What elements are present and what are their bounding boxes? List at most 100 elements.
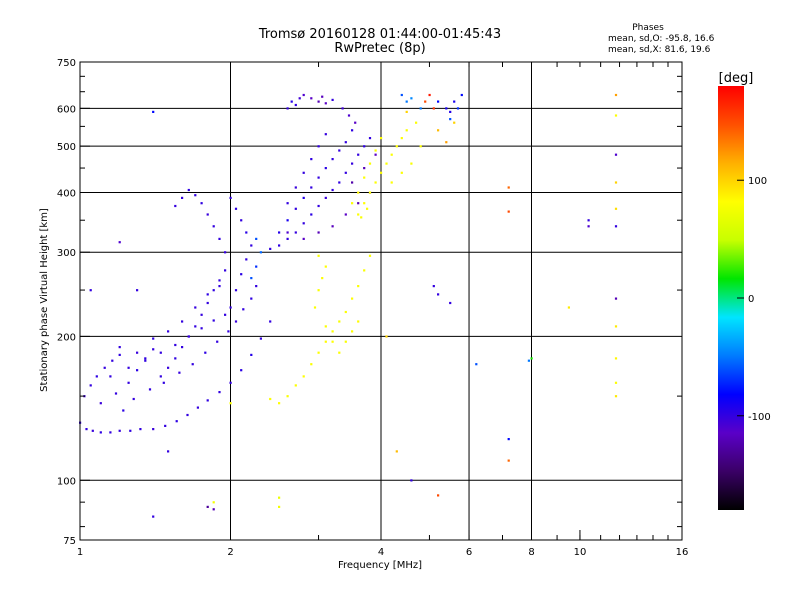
- o-trace-point: [587, 225, 590, 228]
- x-trace-point: [302, 375, 305, 378]
- x-trace-point: [530, 357, 533, 360]
- o-trace-point: [294, 103, 297, 107]
- x-trace-point: [400, 171, 403, 174]
- o-trace-point: [218, 391, 221, 394]
- o-trace-point: [227, 330, 230, 333]
- x-trace-point: [614, 181, 618, 184]
- x-trace-point: [286, 395, 289, 398]
- o-trace-point: [129, 429, 132, 432]
- x-trace-point: [317, 351, 320, 354]
- o-trace-point: [324, 196, 327, 199]
- o-trace-point: [347, 114, 351, 117]
- x-trace-point: [324, 265, 327, 268]
- o-trace-point: [269, 247, 272, 250]
- o-trace-point: [324, 133, 327, 136]
- x-trace-point: [395, 450, 398, 453]
- x-trace-point: [368, 254, 372, 257]
- o-trace-point: [351, 129, 354, 132]
- x-trace-point: [344, 340, 347, 343]
- o-trace-point: [507, 438, 510, 441]
- o-trace-point: [527, 359, 530, 362]
- ticks: 1 2 4 6 8 10 16 75 100 200 300 400 500 600 750: [57, 58, 688, 558]
- o-trace-point: [344, 141, 347, 144]
- o-trace-point: [344, 213, 347, 216]
- x-trace-point: [363, 202, 366, 205]
- o-trace-point: [224, 313, 227, 316]
- stats-x-line: mean, sd,X: 81.6, 19.6: [608, 45, 711, 55]
- o-trace-point: [162, 381, 165, 384]
- o-trace-point: [218, 279, 221, 282]
- o-trace-point: [139, 428, 142, 431]
- colorbar-tick-label: 0: [748, 294, 754, 305]
- o-trace-point: [206, 213, 209, 216]
- o-trace-point: [242, 308, 245, 311]
- x-trace-point: [614, 381, 618, 384]
- x-trace-point: [614, 114, 618, 117]
- o-trace-point: [317, 100, 320, 103]
- o-trace-point: [331, 188, 334, 192]
- o-trace-point: [240, 273, 243, 276]
- y-tick-label: 100: [57, 476, 76, 487]
- o-trace-point: [127, 381, 130, 384]
- o-trace-point: [614, 153, 618, 156]
- o-trace-point: [167, 366, 170, 369]
- o-trace-point: [475, 363, 478, 366]
- x-trace-point: [351, 202, 354, 205]
- o-trace-point: [212, 508, 215, 511]
- o-trace-point: [298, 97, 301, 100]
- o-trace-point: [351, 181, 354, 184]
- o-trace-point: [114, 392, 118, 395]
- o-trace-point: [136, 289, 139, 292]
- grid: [80, 62, 682, 540]
- o-trace-point: [148, 388, 152, 391]
- o-trace-point: [331, 158, 334, 161]
- o-trace-point: [152, 337, 155, 340]
- o-trace-point: [175, 420, 178, 423]
- o-trace-point: [432, 285, 435, 288]
- o-trace-point: [111, 359, 114, 362]
- o-trace-point: [152, 515, 155, 518]
- x-trace-point: [357, 213, 360, 216]
- o-trace-point: [363, 145, 366, 148]
- o-trace-point: [229, 196, 232, 199]
- x-trace-point: [278, 496, 281, 499]
- o-trace-point: [95, 375, 98, 378]
- o-trace-point: [178, 371, 181, 374]
- o-trace-point: [245, 231, 248, 234]
- o-trace-point: [200, 327, 203, 330]
- o-trace-point: [194, 194, 197, 197]
- x-trace-point: [614, 357, 618, 360]
- o-trace-point: [437, 100, 440, 103]
- o-trace-point: [234, 289, 238, 292]
- o-trace-point: [357, 153, 360, 156]
- o-trace-point: [109, 375, 112, 378]
- y-tick-label: 200: [57, 332, 76, 343]
- o-trace-point: [410, 479, 413, 482]
- x-trace-point: [385, 335, 388, 338]
- o-trace-point: [89, 384, 92, 387]
- o-trace-point: [341, 107, 344, 110]
- o-trace-point: [255, 237, 258, 240]
- o-trace-point: [354, 121, 357, 124]
- x-trace-point: [331, 340, 334, 343]
- x-trace-point: [363, 176, 366, 179]
- x-trace-point: [357, 320, 360, 323]
- x-trace-point: [419, 145, 422, 148]
- o-trace-point: [234, 207, 238, 210]
- x-trace-point: [507, 459, 510, 462]
- x-tick-label: 2: [227, 547, 233, 558]
- o-trace-point: [196, 406, 199, 409]
- o-trace-point: [250, 297, 253, 300]
- o-trace-point: [224, 269, 227, 272]
- o-trace-point: [278, 244, 281, 247]
- x-trace-point: [567, 306, 570, 309]
- o-trace-point: [449, 118, 452, 121]
- x-trace-point: [360, 216, 363, 219]
- x-trace-point: [357, 191, 360, 194]
- o-trace-point: [181, 196, 184, 199]
- x-trace-point: [380, 171, 383, 174]
- x-trace-point: [390, 181, 393, 184]
- o-trace-point: [218, 285, 221, 288]
- o-trace-point: [240, 219, 243, 222]
- o-trace-point: [181, 320, 184, 323]
